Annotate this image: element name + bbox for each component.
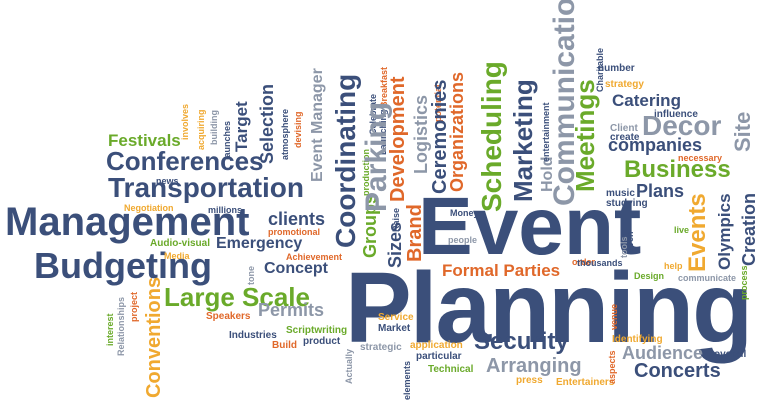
- word-media: Media: [164, 251, 190, 261]
- word-large-scale: Large Scale: [164, 282, 310, 312]
- word-elements: elements: [402, 360, 412, 400]
- word-thousands: thousands: [577, 258, 623, 268]
- word-involves: involves: [180, 103, 190, 140]
- word-decor: Decor: [642, 110, 722, 141]
- word-scheduling: Scheduling: [476, 61, 507, 212]
- word-communicate: communicate: [678, 273, 737, 283]
- word-number: number: [598, 63, 635, 74]
- word-aspects: aspects: [607, 350, 617, 384]
- word-scriptwriting: Scriptwriting: [286, 325, 348, 336]
- word-process: process: [739, 265, 749, 300]
- word-conventions: Conventions: [143, 276, 165, 398]
- word-promotional: promotional: [268, 227, 320, 237]
- word-launches: launches: [222, 120, 232, 160]
- word-olympics: Olympics: [715, 193, 734, 270]
- word-press: press: [516, 375, 543, 386]
- word-strategy: strategy: [605, 79, 644, 90]
- word-strategic: strategic: [360, 342, 402, 353]
- word-audio-visual: Audio-visual: [150, 238, 211, 249]
- word-building: building: [209, 110, 219, 145]
- word-atmosphere: atmosphere: [280, 108, 290, 160]
- word-security: Security: [474, 328, 569, 355]
- word-speakers: Speakers: [206, 311, 251, 322]
- word-events: Events: [684, 193, 711, 272]
- word-industries: Industries: [229, 330, 277, 341]
- word-development: Development: [387, 76, 409, 202]
- word-audience: Audience: [622, 343, 704, 363]
- word-project: project: [129, 291, 139, 322]
- word-logistics: Logistics: [411, 94, 431, 174]
- word-brand: Brand: [404, 204, 426, 262]
- word-create: create: [610, 132, 640, 143]
- word-devising: devising: [293, 111, 303, 148]
- word-creation: Creation: [739, 192, 759, 266]
- word-management: Management: [5, 200, 250, 244]
- word-clients: clients: [268, 209, 326, 229]
- word-marketing: Marketing: [508, 79, 538, 202]
- word-people: people: [448, 235, 478, 245]
- word-even: even: [625, 231, 635, 252]
- word-organizations: Organizations: [447, 71, 467, 192]
- word-acquiring: acquiring: [196, 109, 206, 150]
- word-planning: Planning: [345, 252, 753, 364]
- word-live: live: [674, 225, 690, 235]
- word-plans: Plans: [636, 181, 685, 201]
- word-selection: Selection: [257, 83, 277, 164]
- word-budgeting: Budgeting: [34, 245, 212, 286]
- word-influence: influence: [654, 109, 698, 120]
- word-studying: studying: [606, 198, 648, 209]
- word-transportation: Transportation: [108, 172, 305, 203]
- word-venue: venue: [609, 303, 619, 330]
- word-concept: Concept: [264, 260, 328, 277]
- word-business: Business: [624, 156, 731, 183]
- word-money: Money: [450, 208, 479, 218]
- word-technical: Technical: [428, 364, 474, 375]
- word-tone: tone: [246, 266, 256, 285]
- word-product: product: [303, 336, 341, 347]
- word-festivals: Festivals: [108, 131, 181, 150]
- word-help: help: [664, 261, 683, 271]
- word-target: Target: [232, 101, 251, 152]
- word-relationships: Relationships: [116, 296, 126, 356]
- word-site: Site: [730, 111, 755, 152]
- word-necessary: necessary: [678, 153, 723, 163]
- word-particular: particular: [416, 351, 462, 362]
- word-catering: Catering: [612, 91, 681, 110]
- word-overall: overall: [714, 349, 747, 360]
- word-emergency: Emergency: [216, 235, 303, 252]
- word-millions: millions: [208, 205, 243, 215]
- word-market: Market: [378, 323, 411, 334]
- word-event-manager: Event Manager: [309, 68, 326, 182]
- word-order: order: [572, 257, 596, 267]
- word-application: application: [410, 340, 463, 351]
- word-entertainers: Entertainers: [556, 377, 615, 388]
- word-design: Design: [634, 271, 665, 281]
- word-interest: interest: [105, 313, 115, 346]
- word-permits: Permits: [258, 300, 325, 320]
- word-concerts: Concerts: [634, 360, 721, 382]
- word-build: Build: [272, 340, 297, 351]
- word-formal-parties: Formal Parties: [442, 261, 561, 280]
- word-negotiation: Negotiation: [124, 203, 174, 213]
- word-achievement: Achievement: [286, 252, 343, 262]
- word-actually: Actually: [344, 348, 354, 384]
- word-conferences: Conferences: [106, 146, 264, 176]
- word-identifying: Identifying: [612, 334, 663, 345]
- word-raise: Raise: [391, 207, 401, 232]
- word-meetings: Meetings: [570, 79, 600, 192]
- word-event: Event: [418, 181, 642, 272]
- word-companies: companies: [608, 135, 703, 155]
- word-client: Client: [610, 123, 638, 134]
- word-service: Service: [378, 312, 414, 323]
- word-coordinating: Coordinating: [330, 73, 361, 248]
- word-arranging: Arranging: [486, 355, 582, 377]
- word-music: music: [606, 188, 635, 199]
- word-news: news: [156, 176, 179, 186]
